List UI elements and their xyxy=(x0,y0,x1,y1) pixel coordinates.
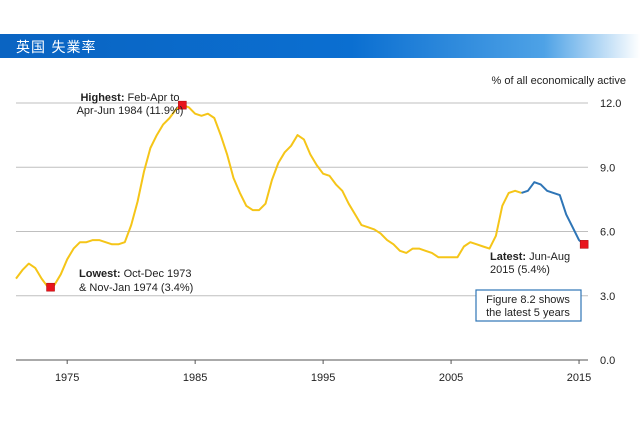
point-marker xyxy=(579,240,589,249)
figure-note-line2: the latest 5 years xyxy=(486,307,570,319)
annotation-latest-bold: Latest: xyxy=(490,251,526,263)
annotation-latest-line2: 2015 (5.4%) xyxy=(490,264,550,276)
annotation-lowest-rest: Oct-Dec 1973 xyxy=(121,268,192,280)
x-tick-label: 2005 xyxy=(439,372,463,384)
annotation-highest-line2: Apr-Jun 1984 (11.9%) xyxy=(77,105,184,117)
x-tick-label: 1995 xyxy=(311,372,335,384)
gridlines xyxy=(16,102,588,364)
series-lines xyxy=(15,104,585,289)
annotation-lowest-bold: Lowest: xyxy=(79,268,121,280)
chart-header-bar: 英国 失業率 xyxy=(0,34,640,58)
y-tick-label: 12.0 xyxy=(600,98,621,110)
point-markers xyxy=(46,100,589,292)
x-tick-label: 1985 xyxy=(183,372,207,384)
annotation-latest-rest: Jun-Aug xyxy=(526,251,570,263)
annotation-highest-bold: Highest: xyxy=(80,92,124,104)
point-marker xyxy=(46,282,55,292)
y-tick-label: 0.0 xyxy=(600,355,615,367)
y-axis-label: % of all economically active xyxy=(491,75,626,87)
figure-note-line1: Figure 8.2 shows xyxy=(486,294,570,306)
series-line-yellow xyxy=(15,104,522,289)
x-tick-label: 2015 xyxy=(567,372,591,384)
x-tick-label: 1975 xyxy=(55,372,79,384)
y-tick-labels: 0.0 3.0 6.0 9.0 12.0 xyxy=(600,98,621,367)
y-tick-label: 6.0 xyxy=(600,227,615,239)
annotation-highest-rest: Feb-Apr to xyxy=(124,92,179,104)
y-tick-label: 9.0 xyxy=(600,162,615,174)
annotation-highest: Highest: Feb-Apr to xyxy=(80,92,179,104)
chart-title: 英国 失業率 xyxy=(16,40,97,56)
series-line-blue xyxy=(521,181,585,246)
y-tick-label: 3.0 xyxy=(600,291,615,303)
x-tick-labels: 1975 1985 1995 2005 2015 xyxy=(55,372,591,384)
annotation-lowest-line2: & Nov-Jan 1974 (3.4%) xyxy=(79,282,193,294)
figure-note-box xyxy=(475,289,582,322)
point-marker xyxy=(178,100,187,110)
annotation-lowest: Lowest: Oct-Dec 1973 xyxy=(79,268,191,280)
annotation-latest: Latest: Jun-Aug xyxy=(490,251,570,263)
